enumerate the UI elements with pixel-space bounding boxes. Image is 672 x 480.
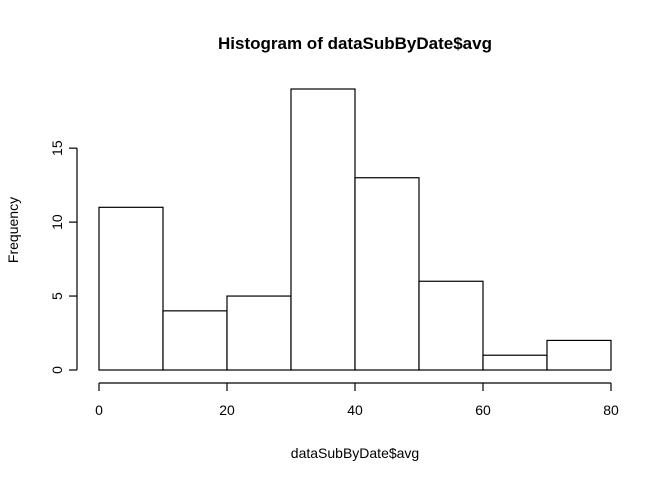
x-axis-label: dataSubByDate$avg: [291, 445, 419, 461]
y-tick-label: 15: [49, 140, 65, 156]
x-tick-label: 40: [347, 402, 363, 418]
x-tick-label: 20: [219, 402, 235, 418]
histogram-bar: [418, 280, 484, 371]
histogram-bar: [482, 354, 548, 371]
x-tick-label: 0: [95, 402, 103, 418]
bars-group: [98, 88, 612, 371]
x-axis: 0 20 40 60 80: [95, 382, 619, 418]
histogram-bar: [290, 88, 356, 371]
histogram-bar: [354, 177, 420, 371]
y-tick-label: 0: [49, 366, 65, 374]
y-tick-label: 5: [49, 292, 65, 300]
histogram-bar: [226, 295, 292, 371]
y-tick-label: 10: [49, 214, 65, 230]
x-tick-label: 60: [475, 402, 491, 418]
histogram-bar: [162, 310, 228, 371]
y-axis-label: Frequency: [5, 197, 21, 263]
histogram-bar: [98, 206, 164, 371]
y-axis: 0 5 10 15: [49, 140, 78, 374]
histogram-bar: [546, 339, 612, 371]
chart-title: Histogram of dataSubByDate$avg: [218, 34, 492, 53]
x-tick-label: 80: [603, 402, 619, 418]
